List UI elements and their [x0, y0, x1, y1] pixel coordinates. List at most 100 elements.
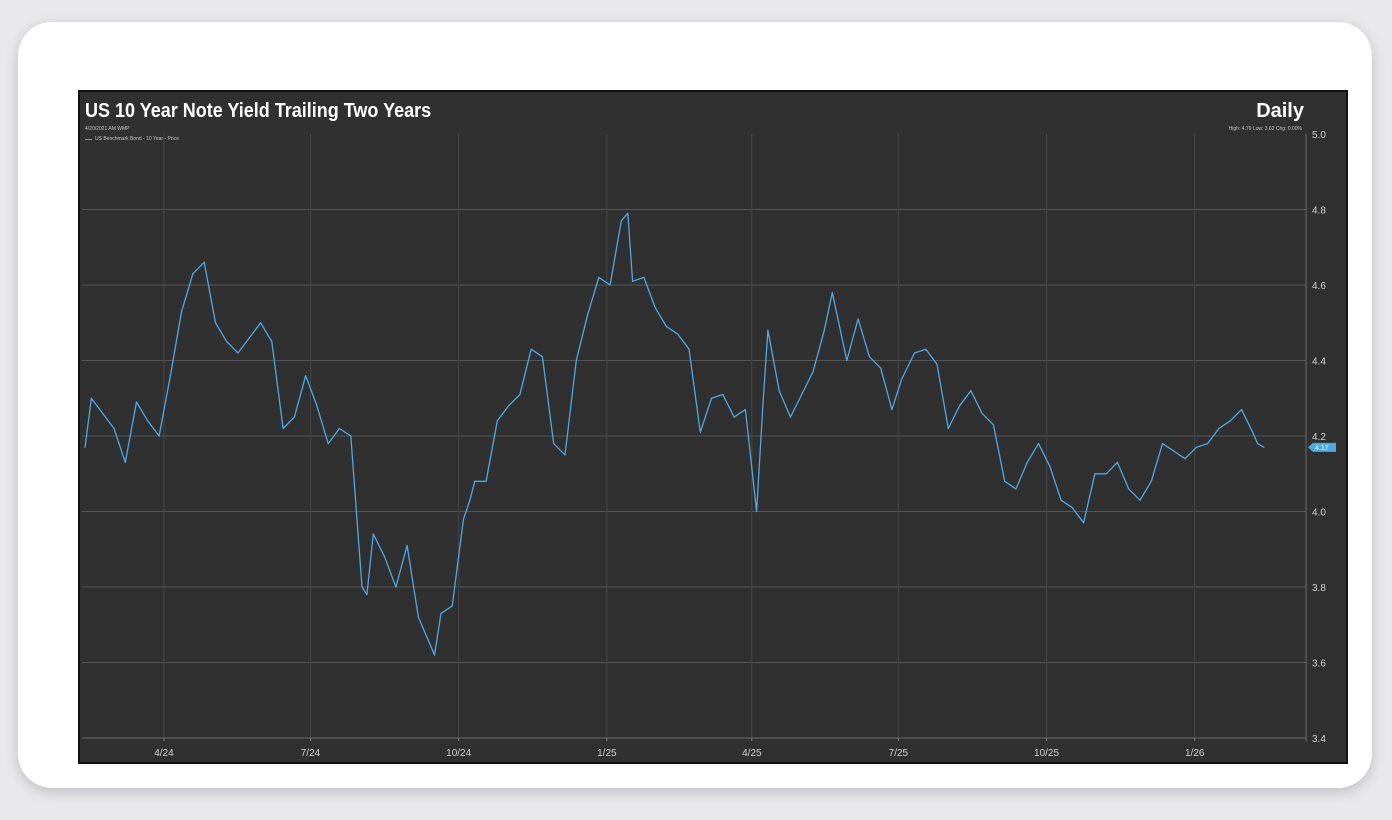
- data-point: [1161, 443, 1164, 445]
- data-point: [891, 409, 893, 411]
- data-point: [1207, 443, 1209, 445]
- data-point: [598, 276, 600, 278]
- data-point: [519, 393, 521, 396]
- data-point: [1229, 420, 1231, 422]
- chart-title: US 10 Year Note Yield Trailing Two Years: [85, 100, 432, 122]
- x-tick-label: 10/25: [1034, 748, 1059, 759]
- data-point: [169, 375, 171, 377]
- data-point: [474, 480, 476, 482]
- x-tick-label: 7/24: [301, 748, 321, 759]
- data-point: [271, 341, 273, 343]
- data-point: [1037, 443, 1040, 445]
- data-point: [801, 393, 803, 396]
- data-point: [564, 454, 566, 456]
- legend-swatch: [85, 139, 92, 140]
- data-point: [158, 435, 160, 437]
- data-point: [767, 329, 769, 331]
- data-point: [181, 310, 183, 312]
- data-point: [214, 322, 217, 324]
- data-point: [433, 654, 436, 656]
- data-point: [959, 405, 961, 407]
- data-point: [1060, 499, 1062, 501]
- data-point: [992, 424, 995, 426]
- last-value-text: 4.17: [1315, 445, 1329, 452]
- data-point: [451, 605, 453, 607]
- data-point: [756, 510, 758, 513]
- y-tick-label: 4.4: [1312, 357, 1326, 368]
- data-point: [350, 435, 352, 437]
- data-point: [620, 220, 622, 222]
- y-tick-label: 3.4: [1312, 734, 1326, 745]
- data-point: [609, 284, 611, 286]
- data-point: [1240, 409, 1243, 411]
- data-point: [812, 371, 814, 373]
- data-point: [1252, 431, 1254, 433]
- data-point: [462, 518, 465, 520]
- data-point: [248, 337, 250, 339]
- data-point: [226, 341, 228, 343]
- data-point: [688, 348, 690, 350]
- x-tick-label: 10/24: [446, 748, 471, 759]
- data-point: [857, 318, 859, 320]
- data-point: [406, 544, 408, 547]
- data-point: [282, 427, 284, 430]
- data-point: [1116, 461, 1118, 463]
- data-point: [778, 390, 780, 392]
- data-point: [327, 443, 329, 445]
- data-point: [831, 291, 833, 294]
- x-tick-label: 7/25: [889, 748, 909, 759]
- data-point: [496, 420, 498, 422]
- data-point: [90, 397, 92, 399]
- data-point: [508, 405, 510, 407]
- data-point: [372, 533, 374, 535]
- frequency-label: Daily: [1256, 100, 1304, 122]
- data-point: [124, 461, 126, 463]
- data-point: [868, 356, 871, 358]
- data-point: [1195, 446, 1197, 448]
- data-point: [84, 446, 86, 448]
- data-point: [1263, 446, 1265, 448]
- data-point: [823, 329, 825, 331]
- data-point: [665, 325, 668, 328]
- data-point: [654, 307, 656, 309]
- y-tick-label: 5.0: [1312, 130, 1326, 141]
- data-point: [530, 348, 532, 350]
- data-point: [338, 427, 341, 430]
- data-point: [417, 616, 419, 618]
- data-point: [677, 333, 679, 335]
- data-point: [789, 416, 792, 418]
- data-point: [260, 322, 262, 324]
- y-tick-label: 4.0: [1312, 508, 1326, 519]
- data-point: [722, 393, 724, 396]
- legend-label: US Benchmark Bond - 10 Year - Price: [95, 136, 179, 142]
- data-point: [925, 348, 927, 350]
- data-point: [575, 359, 577, 362]
- data-point: [913, 352, 916, 354]
- data-point: [710, 397, 713, 399]
- y-tick-label: 4.8: [1312, 206, 1326, 217]
- data-point: [135, 401, 138, 403]
- stats-text: High: 4.79 Low: 3.62 Chg: 0.00%: [1228, 126, 1302, 132]
- data-point: [762, 401, 764, 403]
- data-point: [744, 409, 747, 411]
- x-tick-label: 1/25: [597, 748, 617, 759]
- y-tick-label: 4.2: [1312, 432, 1326, 443]
- data-point: [1004, 480, 1006, 482]
- y-tick-label: 3.6: [1312, 659, 1326, 670]
- data-point: [1026, 461, 1028, 463]
- data-point: [361, 586, 363, 588]
- data-point: [429, 643, 431, 645]
- timestamp-text: 4/20/2021 AM WMP: [85, 126, 130, 132]
- data-point: [1049, 465, 1051, 467]
- data-point: [203, 261, 205, 263]
- chart-panel: 5.0 4.8 4.6 4.4 4.2 4.0 3.8 3.6 3.4 4/24 7/24 10/24…: [78, 90, 1348, 764]
- series-line: [84, 212, 1265, 656]
- data-point: [395, 586, 397, 588]
- data-point: [147, 420, 149, 422]
- data-point: [643, 276, 645, 278]
- data-point: [237, 352, 239, 354]
- data-point: [1071, 507, 1073, 509]
- data-point: [1105, 473, 1107, 475]
- data-point: [586, 314, 589, 316]
- data-point: [541, 356, 543, 358]
